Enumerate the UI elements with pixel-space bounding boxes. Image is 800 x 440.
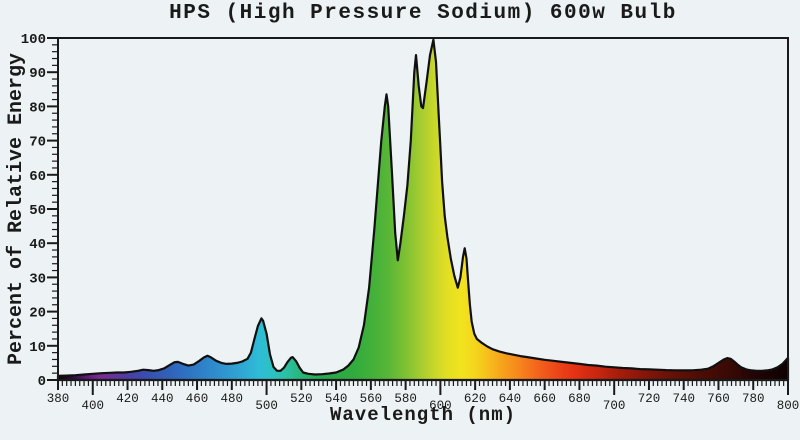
x-tick-label: 780 [742, 392, 765, 406]
y-tick-label: 90 [29, 66, 46, 82]
x-tick-label: 480 [221, 392, 244, 406]
x-tick-label: 520 [290, 392, 313, 406]
x-tick-label: 500 [255, 399, 278, 413]
x-tick-label: 620 [464, 392, 487, 406]
y-tick-label: 70 [29, 135, 46, 151]
x-tick-label: 700 [603, 399, 626, 413]
y-tick-label: 20 [29, 306, 46, 322]
x-tick-label: 460 [186, 392, 209, 406]
x-tick-label: 640 [499, 392, 522, 406]
x-tick-label: 580 [394, 392, 417, 406]
x-tick-label: 680 [568, 392, 591, 406]
x-tick-label: 600 [429, 399, 452, 413]
y-tick-label: 100 [21, 32, 46, 48]
x-tick-label: 800 [777, 399, 800, 413]
x-axis-title: Wavelength (nm) [329, 404, 517, 426]
spectrum-area [56, 38, 790, 382]
x-tick-label: 400 [82, 399, 105, 413]
y-tick-label: 40 [29, 237, 46, 253]
x-tick-label: 440 [151, 392, 174, 406]
x-tick-label: 740 [672, 392, 695, 406]
y-tick-label: 80 [29, 100, 46, 116]
x-tick-label: 560 [360, 392, 383, 406]
y-tick-label: 60 [29, 169, 46, 185]
y-tick-label: 30 [29, 271, 46, 287]
x-tick-label: 380 [47, 392, 70, 406]
x-tick-label: 720 [638, 392, 661, 406]
x-tick-label: 760 [707, 392, 730, 406]
y-tick-label: 0 [38, 374, 46, 390]
y-tick-label: 50 [29, 203, 46, 219]
y-tick-label: 10 [29, 340, 46, 356]
x-tick-label: 420 [116, 392, 139, 406]
x-tick-label: 660 [533, 392, 556, 406]
chart-title: HPS (High Pressure Sodium) 600w Bulb [169, 2, 677, 25]
x-tick-label: 540 [325, 392, 348, 406]
plot-border [57, 37, 789, 381]
